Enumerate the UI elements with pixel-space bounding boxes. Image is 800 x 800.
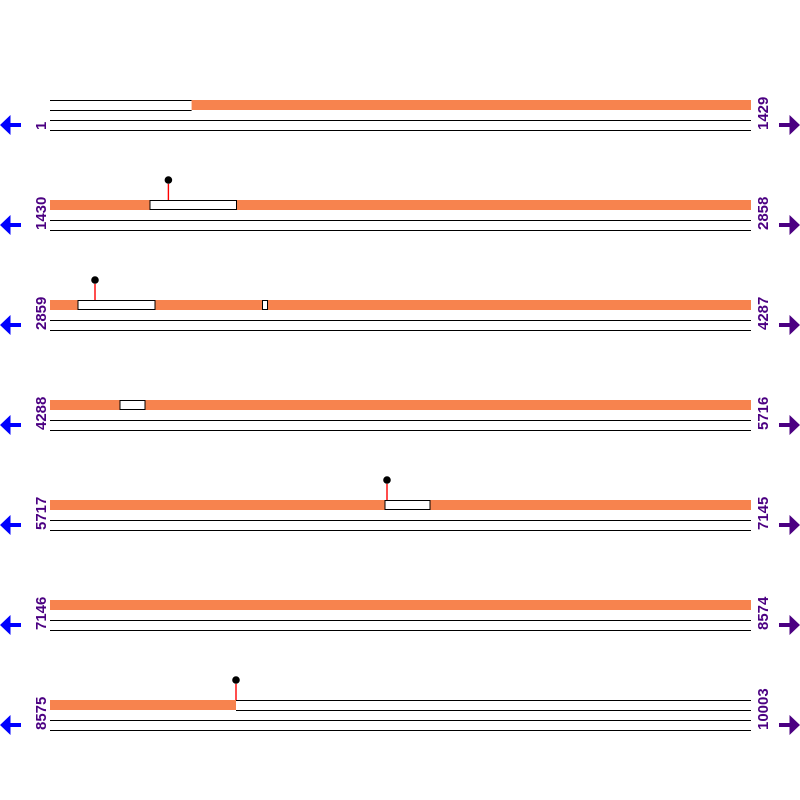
svg-text:4288: 4288: [33, 397, 50, 430]
svg-text:5716: 5716: [755, 397, 772, 430]
svg-text:7146: 7146: [33, 597, 50, 630]
svg-text:2859: 2859: [33, 297, 50, 330]
svg-text:2858: 2858: [755, 197, 772, 230]
svg-text:8575: 8575: [33, 697, 50, 730]
svg-text:5717: 5717: [33, 497, 50, 530]
svg-text:4287: 4287: [755, 297, 772, 330]
svg-text:1430: 1430: [33, 197, 50, 230]
svg-text:10003: 10003: [755, 688, 772, 730]
svg-text:7145: 7145: [755, 497, 772, 530]
svg-text:1: 1: [33, 122, 50, 130]
svg-text:1429: 1429: [755, 97, 772, 130]
svg-text:8574: 8574: [755, 596, 772, 630]
